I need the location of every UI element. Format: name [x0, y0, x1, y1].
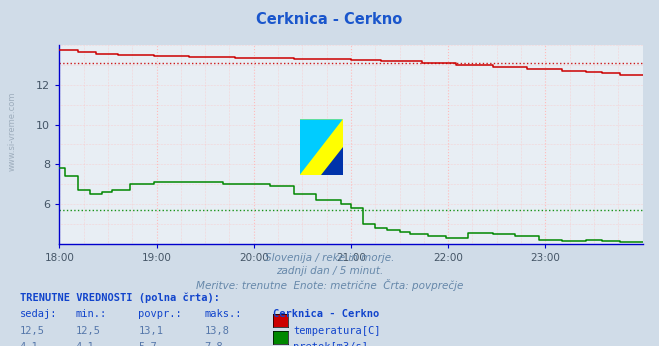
Text: TRENUTNE VREDNOSTI (polna črta):: TRENUTNE VREDNOSTI (polna črta): — [20, 292, 219, 303]
Text: povpr.:: povpr.: — [138, 309, 182, 319]
Text: 4,1: 4,1 — [20, 342, 38, 346]
Polygon shape — [300, 119, 343, 175]
Text: pretok[m3/s]: pretok[m3/s] — [293, 342, 368, 346]
Text: 12,5: 12,5 — [76, 326, 101, 336]
Text: maks.:: maks.: — [204, 309, 242, 319]
Text: temperatura[C]: temperatura[C] — [293, 326, 381, 336]
Text: zadnji dan / 5 minut.: zadnji dan / 5 minut. — [276, 266, 383, 276]
Text: Cerknica - Cerkno: Cerknica - Cerkno — [256, 12, 403, 27]
Text: min.:: min.: — [76, 309, 107, 319]
Text: Slovenija / reke in morje.: Slovenija / reke in morje. — [265, 253, 394, 263]
Polygon shape — [322, 147, 343, 175]
Text: www.si-vreme.com: www.si-vreme.com — [8, 92, 17, 171]
Text: Meritve: trenutne  Enote: metrične  Črta: povprečje: Meritve: trenutne Enote: metrične Črta: … — [196, 279, 463, 291]
Text: 4,1: 4,1 — [76, 342, 94, 346]
Text: Cerknica - Cerkno: Cerknica - Cerkno — [273, 309, 380, 319]
Text: 5,7: 5,7 — [138, 342, 157, 346]
Text: 12,5: 12,5 — [20, 326, 45, 336]
Text: 13,1: 13,1 — [138, 326, 163, 336]
Text: 7,8: 7,8 — [204, 342, 223, 346]
Text: 13,8: 13,8 — [204, 326, 229, 336]
Polygon shape — [300, 119, 343, 175]
Text: sedaj:: sedaj: — [20, 309, 57, 319]
